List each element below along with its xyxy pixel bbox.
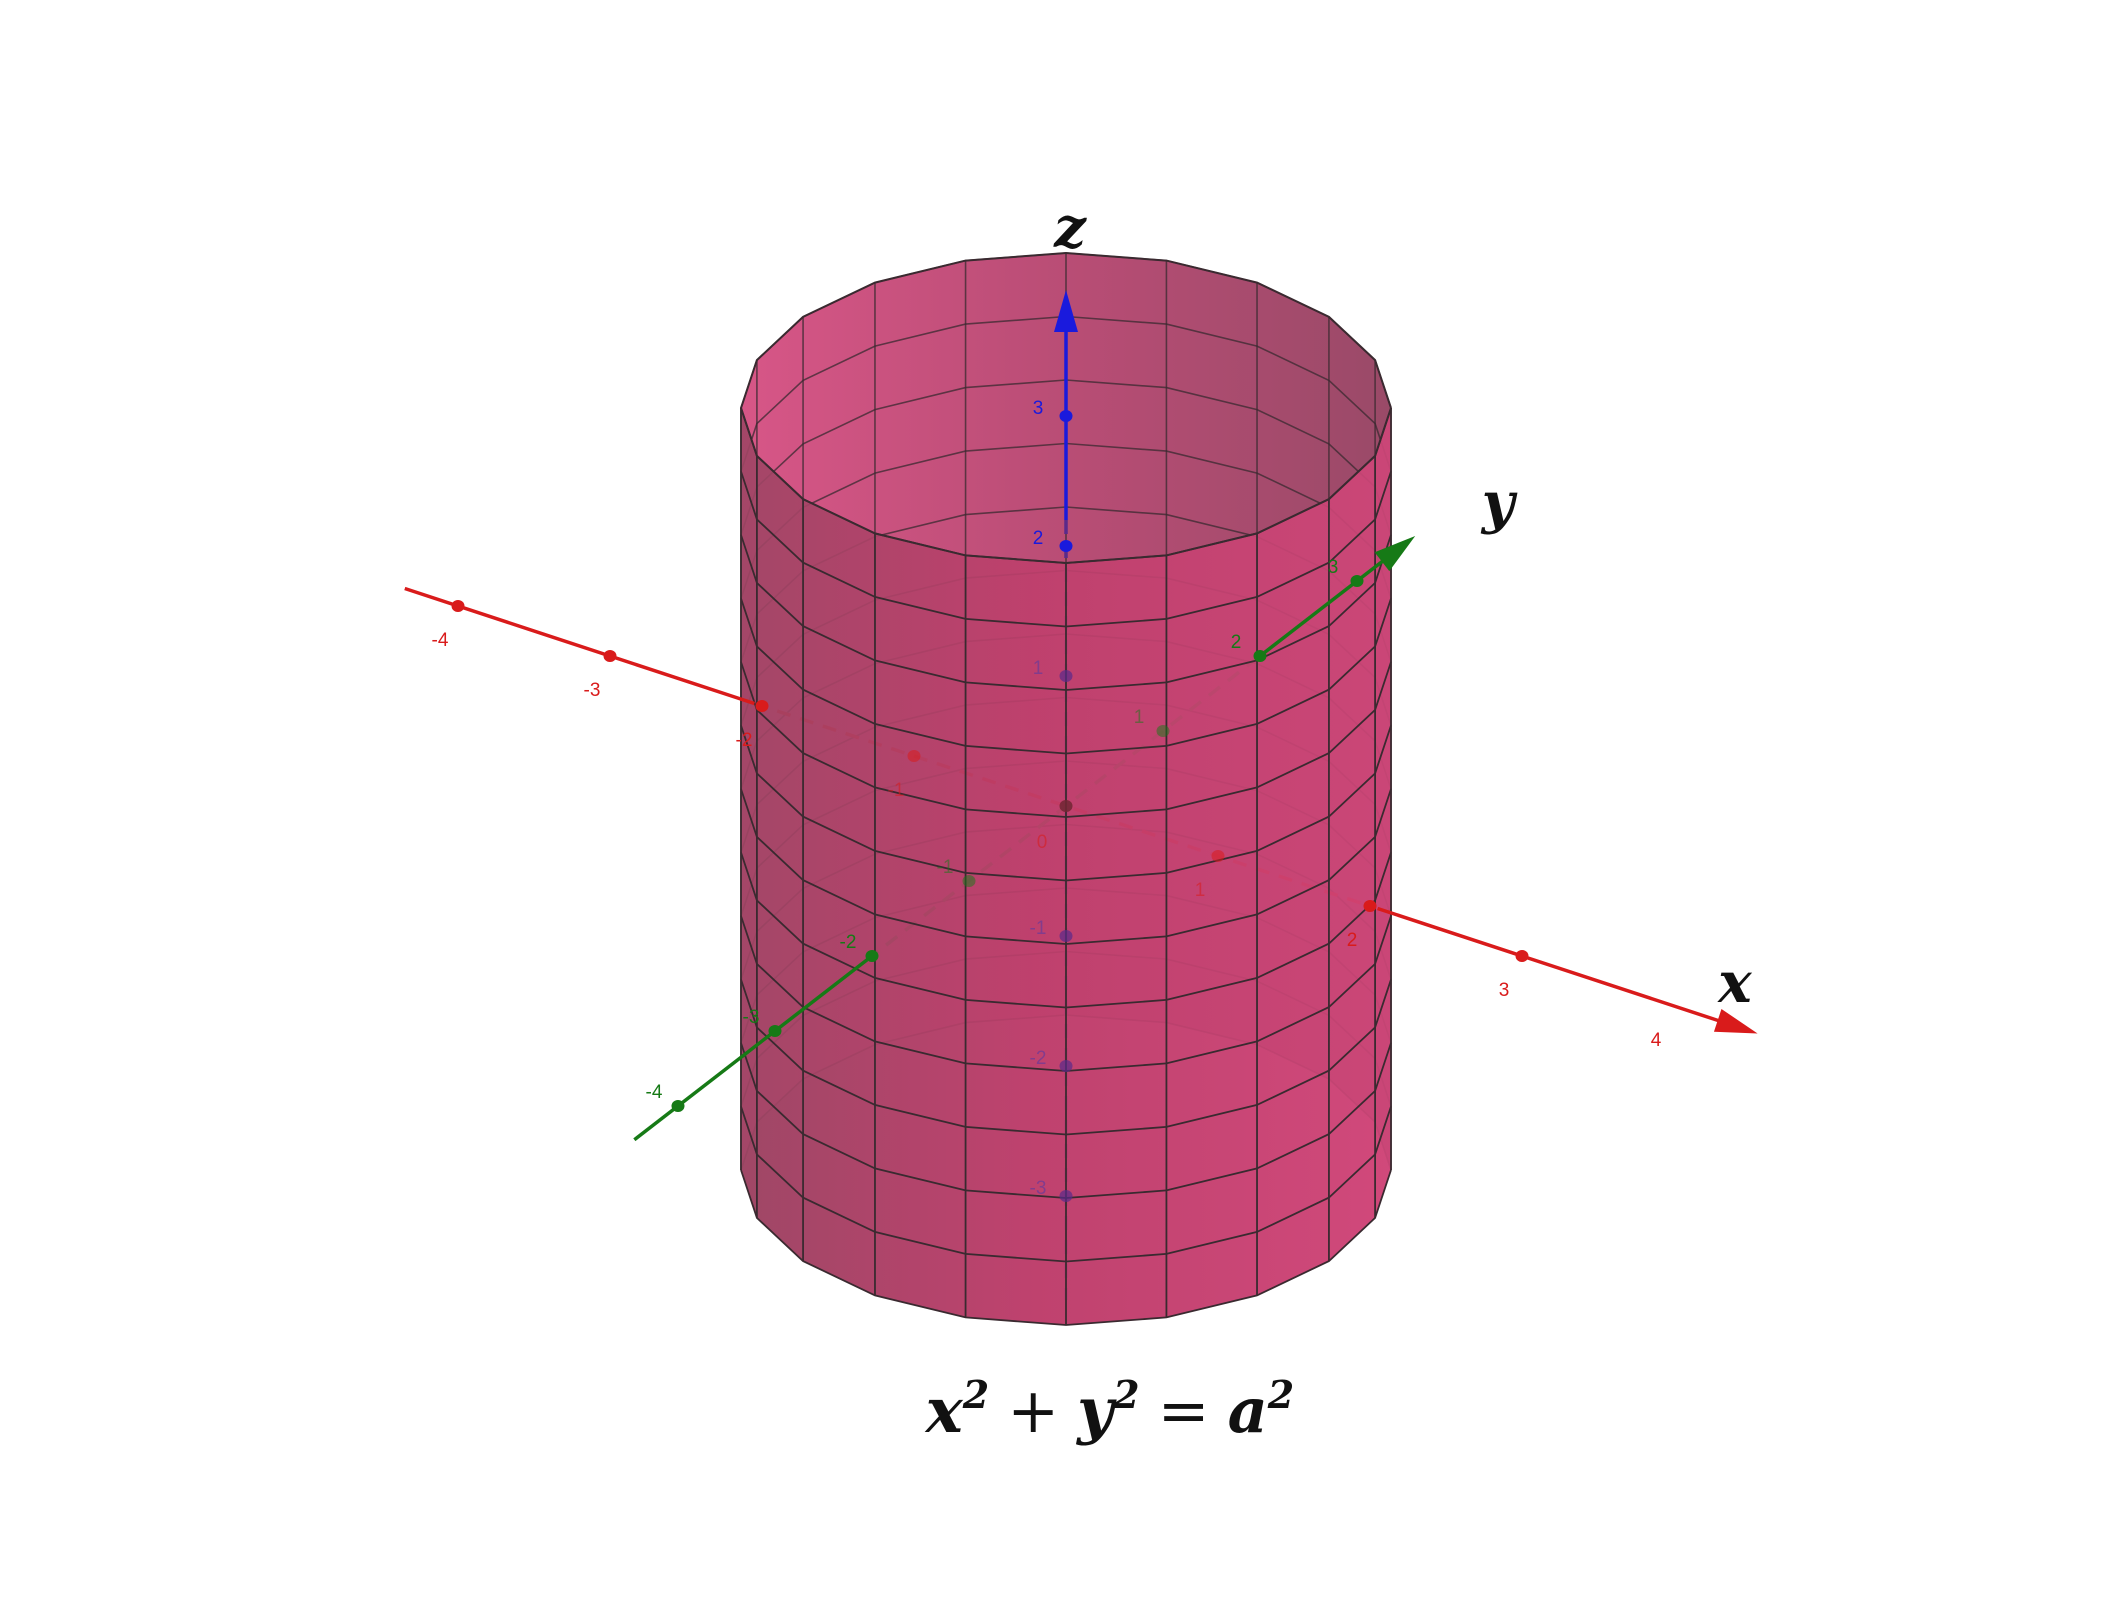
cylinder-front-ring (740, 598, 1392, 755)
x-axis-tick-label: 3 (1499, 980, 1510, 1001)
y-axis-tick-label: -3 (743, 1007, 760, 1028)
z-axis-tick (1059, 1060, 1073, 1072)
y-axis-tick-label: 2 (1231, 632, 1242, 653)
z-axis-tick-label: -1 (1030, 918, 1047, 939)
z-axis-tick (1059, 930, 1073, 942)
cylinder-front-ring (740, 661, 1392, 818)
cylinder-equation: x2 + y2 = a2 (924, 1372, 1294, 1447)
x-axis-tick-label: -2 (736, 730, 753, 751)
y-axis-tick-label: -4 (646, 1082, 663, 1103)
cylinder-front-ring (740, 979, 1392, 1136)
z-axis-tick-label: 1 (1033, 658, 1044, 679)
x-axis-name: x (1717, 950, 1752, 1016)
x-axis-tick-label: -4 (432, 630, 449, 651)
x-axis-tick (1515, 950, 1529, 962)
equation-plus: + (1007, 1374, 1059, 1447)
y-axis-tick (865, 950, 879, 962)
x-axis-tick (755, 700, 769, 712)
x-axis-tick-label: -3 (584, 680, 601, 701)
y-axis-tick-label: -2 (840, 932, 857, 953)
y-axis-tick-label: 3 (1328, 557, 1339, 578)
cylinder-front-ring (740, 1106, 1392, 1263)
axes-layer: -4 -3 -2 -1 0 1 2 3 4 -4 -3 -2 -1 1 2 3 -3 -2 -1 1 2 3 (404, 290, 1758, 1202)
y-axis-arrowhead (1374, 536, 1416, 572)
x-axis-tick-label: 4 (1651, 1030, 1662, 1051)
y-axis-tick (1253, 650, 1267, 662)
y-axis-tick (671, 1100, 685, 1112)
y-axis-name: y (1480, 470, 1518, 536)
x-axis-tick (451, 600, 465, 612)
cylinder-top-rim (739, 251, 1392, 565)
z-axis-tick (1059, 540, 1073, 552)
x-axis-tick (907, 750, 921, 762)
x-axis-tick (603, 650, 617, 662)
z-axis-tick-label: 3 (1033, 398, 1044, 419)
x-axis-tick-label: -1 (888, 780, 905, 801)
y-axis-tick (1156, 725, 1170, 737)
cylinder-front-layer (739, 251, 1392, 1326)
x-axis-arrowhead (1713, 1008, 1758, 1034)
z-axis-tick (1059, 410, 1073, 422)
cylinder-front-ring (740, 852, 1392, 1009)
equation-equals: = (1158, 1374, 1210, 1447)
cylinder-front-ring (740, 471, 1392, 628)
y-axis-tick-label: 1 (1134, 707, 1145, 728)
z-axis-tick (1059, 1190, 1073, 1202)
x-axis-positive (1377, 906, 1721, 1023)
x-axis-tick-label: 1 (1195, 880, 1206, 901)
equation-y: y (1075, 1374, 1117, 1447)
cylinder-front-ring (740, 725, 1392, 882)
equation-exponent-y: 2 (1112, 1372, 1139, 1417)
equation-exponent-x: 2 (962, 1372, 989, 1417)
cylinder-front-ring (740, 788, 1392, 945)
equation-x: x (924, 1374, 964, 1447)
y-axis-tick (1350, 575, 1364, 587)
z-axis-tick (1059, 670, 1073, 682)
equation-a: a (1228, 1374, 1268, 1447)
z-axis-name: z (1053, 195, 1087, 261)
y-axis-tick-label: -1 (937, 857, 954, 878)
y-axis-positive (1263, 553, 1393, 654)
z-axis-tick-label: -2 (1030, 1048, 1047, 1069)
z-axis-tick-label: -3 (1030, 1178, 1047, 1199)
y-axis-tick (768, 1025, 782, 1037)
x-axis-tick-label: 2 (1347, 930, 1358, 951)
z-axis-arrowhead (1054, 290, 1078, 332)
y-axis-tick (962, 875, 976, 887)
origin-point (1059, 800, 1073, 812)
z-axis-tick-label: 2 (1033, 528, 1044, 549)
equation-exponent-a: 2 (1267, 1372, 1294, 1417)
cylinder-front-ring (740, 1169, 1392, 1326)
x-axis-tick-label: 0 (1037, 832, 1048, 853)
cylinder-front-ring (740, 534, 1392, 691)
x-axis-tick (1211, 850, 1225, 862)
x-axis-tick (1363, 900, 1377, 912)
